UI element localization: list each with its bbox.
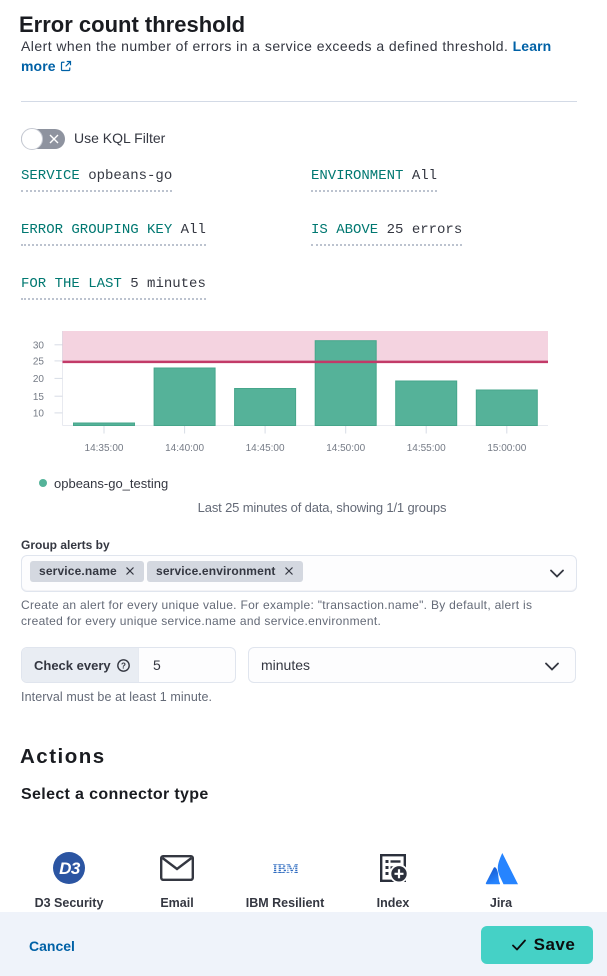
svg-text:14:35:00: 14:35:00 — [85, 443, 124, 454]
svg-text:14:50:00: 14:50:00 — [326, 443, 365, 454]
svg-text:20: 20 — [33, 374, 45, 385]
svg-text:14:40:00: 14:40:00 — [165, 443, 204, 454]
svg-text:?: ? — [121, 661, 126, 670]
svg-text:30: 30 — [33, 340, 45, 351]
svg-text:15: 15 — [33, 392, 45, 403]
svg-text:10: 10 — [33, 409, 45, 420]
svg-text:25: 25 — [33, 357, 45, 368]
svg-text:D3: D3 — [59, 859, 81, 878]
svg-text:14:45:00: 14:45:00 — [246, 443, 285, 454]
svg-text:14:55:00: 14:55:00 — [407, 443, 446, 454]
svg-text:15:00:00: 15:00:00 — [487, 443, 526, 454]
